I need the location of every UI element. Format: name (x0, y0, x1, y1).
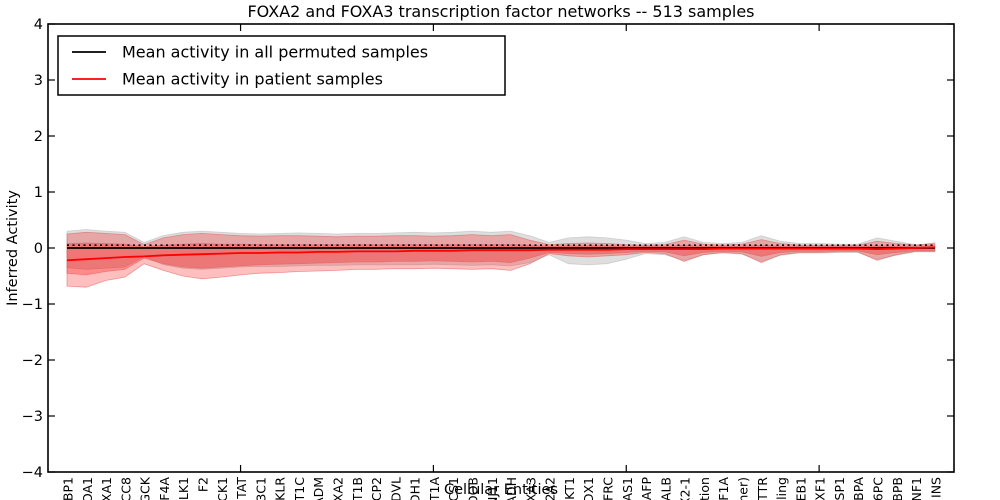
x-tick-label: FOXA2 (330, 477, 345, 500)
x-tick-label: TAT (234, 477, 249, 500)
chart-title: FOXA2 and FOXA3 transcription factor net… (247, 2, 754, 21)
x-tick-label: TFRC (600, 477, 615, 500)
x-tick-label: G6PC (870, 477, 885, 500)
x-tick-label: PKLR (273, 477, 288, 500)
x-tick-label: FOXA3 (523, 477, 538, 500)
x-tick-label: HNF4A (157, 477, 172, 500)
y-tick-label: 0 (34, 241, 43, 257)
x-tick-label: CPT1A (427, 477, 442, 500)
x-tick-label: NR3C1 (253, 477, 268, 500)
x-tick-label: TTR (755, 477, 770, 500)
y-tick-label: 1 (34, 185, 43, 201)
x-tick-label: AFP (639, 477, 654, 500)
x-tick-label: CREB1 (793, 477, 808, 500)
x-tick-label: INS (928, 477, 943, 498)
x-tick-label: UCP2 (369, 477, 384, 500)
x-tick-label: ALDOB (465, 477, 480, 500)
x-tick-label: KCNJ11 (485, 477, 500, 500)
y-tick-label: 4 (34, 17, 43, 33)
x-tick-label: CEBPA (851, 477, 866, 500)
x-tick-label: response to starvation (697, 477, 712, 500)
x-axis-title: Cellular Entities (444, 482, 558, 498)
x-tick-label: GCK (138, 476, 153, 500)
x-tick-label: ACADVL (388, 477, 403, 500)
y-tick-label: 3 (34, 73, 43, 89)
x-tick-label: HNF1A (716, 477, 731, 500)
x-tick-label: NKX2-1 (678, 477, 693, 500)
y-tick-label: −2 (22, 353, 43, 369)
y-axis-title: Inferred Activity (5, 190, 21, 306)
legend-box (57, 35, 506, 96)
x-tick-label: FOXF1 (813, 477, 828, 500)
band-2 (66, 242, 936, 276)
x-tick-label: NF1 (909, 477, 924, 500)
x-tick-label: PDX1 (581, 477, 596, 500)
x-tick-label: HMGCS1 (446, 477, 461, 500)
x-tick-label: SP1 (832, 477, 847, 500)
legend: Mean activity in all permuted samples Me… (57, 35, 506, 96)
y-tick-label: −3 (22, 409, 43, 425)
y-tick-label: 2 (34, 129, 43, 145)
x-tick-label: ALB (658, 477, 673, 500)
x-tick-label: CPT1C (292, 477, 307, 500)
series-lines (66, 244, 935, 262)
x-tick-label: PCK1 (215, 477, 230, 500)
x-tick-label: FOXA1 (99, 477, 114, 500)
legend-label-permuted: Mean activity in all permuted samples (122, 43, 428, 62)
axes-frame-and-ticks (47, 23, 955, 473)
x-tick-label: ABCC8 (118, 477, 133, 500)
y-tick-label: −4 (22, 465, 43, 481)
x-tick-label: HNF1A (dimer) (735, 477, 750, 500)
x-tick-label: IGFBP1 (61, 477, 76, 500)
x-tick-labels: IGFBP1 APOA1 FOXA1 ABCC8 GCK HNF4A DLK1 F2 PCK1 T… (61, 476, 944, 500)
x-tick-label: SLC2A2 (543, 477, 558, 500)
confidence-bands (66, 229, 936, 288)
x-tick-label: HADH (504, 477, 519, 500)
x-tick-label: ACADM (311, 477, 326, 500)
series-line-1 (66, 246, 935, 262)
y-tick-label: −1 (22, 297, 43, 313)
x-tick-label: ALAS1 (620, 477, 635, 500)
x-tick-label: AKT1 (562, 477, 577, 500)
x-tick-label: CEBPB (890, 477, 905, 500)
legend-label-patient: Mean activity in patient samples (122, 70, 383, 89)
y-tick-labels: 4 3 2 1 0 −1 −2 −3 −4 (22, 17, 43, 481)
x-tick-label: CPT1B (350, 477, 365, 500)
x-tick-label: APOA1 (80, 477, 95, 500)
x-tick-label: BDH1 (408, 477, 423, 500)
x-tick-label: F2 (195, 477, 210, 492)
x-tick-label: chromatin remodeling (774, 477, 789, 500)
x-tick-label: DLK1 (176, 477, 191, 500)
